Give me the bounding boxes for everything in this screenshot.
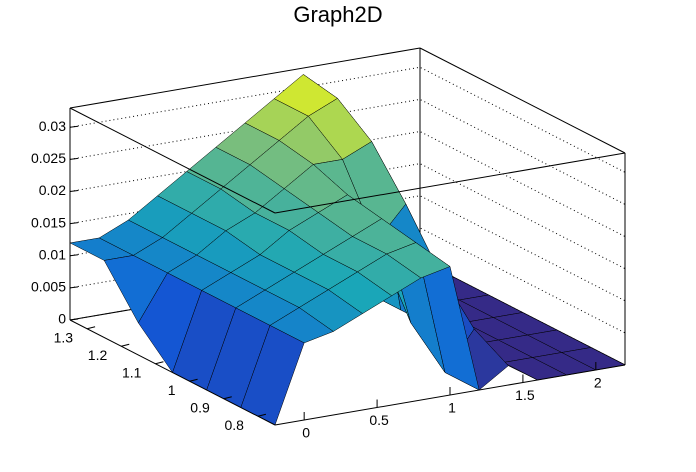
z-tick [69,254,79,257]
y-tick [121,343,130,347]
chart-title: Graph2D [293,2,382,27]
x-tick-label: 1 [448,400,456,416]
x-tick-label: 1.5 [515,387,535,403]
grid-line [69,66,626,173]
y-tick-label: 1.1 [122,364,142,380]
y-tick-label: 1.2 [88,347,108,363]
z-tick-label: 0.02 [39,182,66,198]
z-tick-label: 0.005 [31,279,66,295]
z-tick [69,125,79,128]
grid-line [69,195,626,302]
y-axis [69,319,276,426]
grid-line [69,130,626,237]
z-tick-label: 0 [58,311,66,327]
z-tick [69,190,79,193]
y-tick-label: 1 [168,382,176,398]
y-tick-label: 0.8 [224,417,244,433]
grid-line [69,227,626,334]
z-tick-label: 0.025 [31,150,66,166]
z-tick-label: 0.01 [39,246,66,262]
y-tick [86,326,96,330]
grid-line [69,98,626,205]
z-tick [69,318,79,321]
box-edge [69,107,276,214]
box-edge [419,47,626,154]
y-tick-label: 1.3 [54,329,74,345]
x-tick-label: 0 [302,425,310,441]
grid-line [69,163,626,270]
y-tick [223,396,232,400]
y-tick [257,413,267,417]
z-tick [69,222,79,225]
box-edge [274,152,626,214]
y-tick-label: 0.9 [190,399,210,415]
z-tick [69,157,79,160]
box-edge [69,47,421,109]
x-tick-label: 0.5 [369,412,389,428]
x-tick-label: 2 [594,375,602,391]
y-tick [155,361,164,365]
z-tick-label: 0.03 [39,118,66,134]
y-tick [189,378,198,382]
z-tick [69,286,79,289]
z-tick-label: 0.015 [31,214,66,230]
